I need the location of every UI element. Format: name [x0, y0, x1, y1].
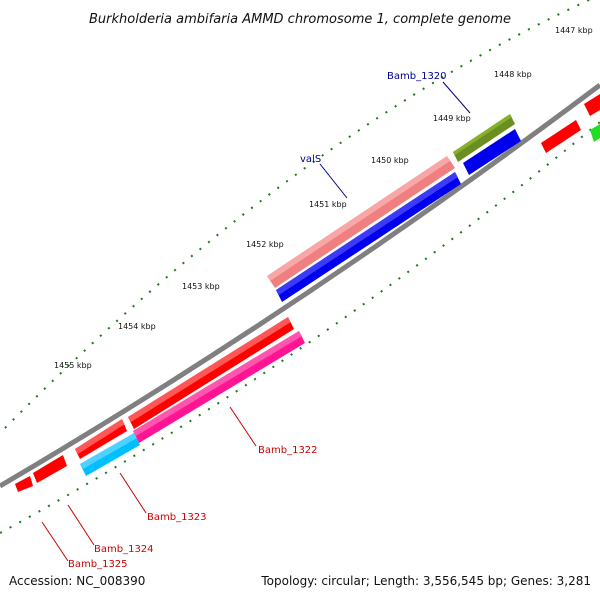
- gene-label-bamb-1325: Bamb_1325: [68, 559, 128, 570]
- chromosome-backbone: [0, 82, 600, 489]
- tick-label-1451: 1451 kbp: [309, 200, 347, 209]
- gene-blue-upper: [463, 129, 521, 175]
- reverse-genes: [80, 129, 521, 476]
- gene-red-upper-right: [541, 120, 581, 153]
- tick-label-1450: 1450 kbp: [371, 156, 409, 165]
- gene-label-bamb-1324: Bamb_1324: [94, 544, 154, 555]
- tick-label-1453: 1453 kbp: [182, 282, 220, 291]
- tick-label-1455: 1455 kbp: [54, 361, 92, 370]
- gene-red-small: [15, 476, 33, 492]
- gene-label-bamb-1320: Bamb_1320: [387, 71, 447, 82]
- gene-bamb-1325: [33, 455, 67, 483]
- tick-label-1454: 1454 kbp: [118, 322, 156, 331]
- accession-label: Accession: NC_008390: [9, 574, 145, 588]
- gene-green-edge: [590, 124, 600, 142]
- forward-genes: [15, 94, 600, 492]
- map-title: Burkholderia ambifaria AMMD chromosome 1…: [89, 12, 511, 27]
- inner-tick-track: [0, 121, 600, 534]
- tick-label-1452: 1452 kbp: [246, 240, 284, 249]
- tick-label-1449: 1449 kbp: [433, 114, 471, 123]
- tick-label-1447: 1447 kbp: [555, 26, 593, 35]
- outer-tick-track: [4, 0, 592, 429]
- gene-bamb-1320: [453, 114, 515, 162]
- tick-labels: 1447 kbp 1448 kbp 1449 kbp 1450 kbp 1451…: [54, 26, 593, 370]
- gene-labels: Bamb_1320 valS Bamb_1322 Bamb_1323 Bamb_…: [68, 71, 447, 570]
- gene-label-vals: valS: [300, 154, 321, 165]
- gene-label-bamb-1322: Bamb_1322: [258, 445, 318, 456]
- gene-label-bamb-1323: Bamb_1323: [147, 512, 207, 523]
- label-leaders: [41, 81, 471, 562]
- topology-label: Topology: circular; Length: 3,556,545 bp…: [260, 574, 591, 588]
- tick-label-1448: 1448 kbp: [494, 70, 532, 79]
